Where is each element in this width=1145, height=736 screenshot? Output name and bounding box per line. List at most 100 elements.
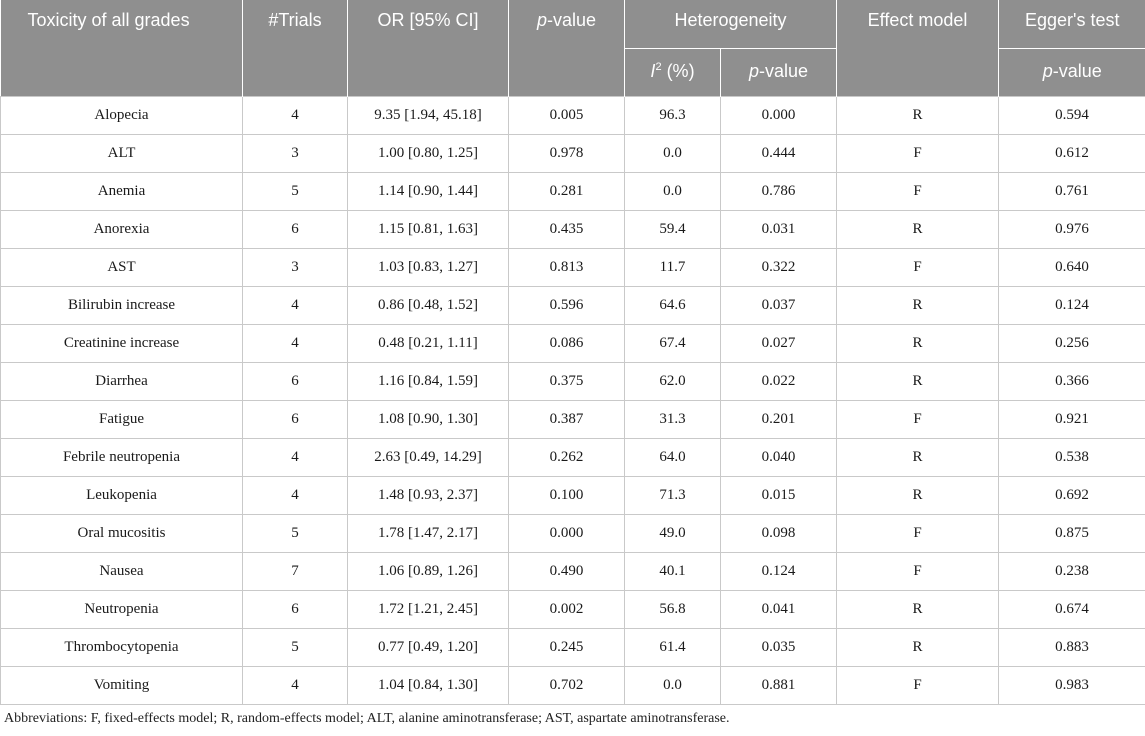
cell-egger-p-value: 0.538 (998, 437, 1145, 477)
cell-i2: 61.4 (624, 627, 721, 667)
header-egger: Egger's test (998, 0, 1145, 49)
cell-or: 0.77 [0.49, 1.20] (347, 627, 509, 667)
table-row: AST 3 1.03 [0.83, 1.27] 0.813 11.7 0.322 F 0.64… (0, 247, 1145, 287)
cell-trials: 4 (242, 95, 348, 135)
header-het-p-value: p-value (719, 48, 837, 96)
cell-or: 1.06 [0.89, 1.26] (347, 551, 509, 591)
cell-het-p-value: 0.041 (719, 589, 838, 629)
cell-i2: 96.3 (624, 95, 721, 135)
cell-p-value: 0.375 (508, 361, 625, 401)
cell-het-p-value: 0.040 (719, 437, 838, 477)
cell-egger-p-value: 0.124 (998, 285, 1145, 325)
cell-i2: 0.0 (624, 665, 721, 705)
cell-effect-model: R (836, 627, 1000, 667)
cell-effect-model: F (836, 133, 1000, 173)
cell-i2: 0.0 (624, 171, 721, 211)
cell-p-value: 0.002 (508, 589, 625, 629)
table-row: Anemia 5 1.14 [0.90, 1.44] 0.281 0.0 0.786 F 0.… (0, 171, 1145, 211)
cell-p-value: 0.596 (508, 285, 625, 325)
toxicity-table: Toxicity of all grades #Trials OR [95% C… (0, 0, 1145, 705)
table-row: Diarrhea 6 1.16 [0.84, 1.59] 0.375 62.0 0.022… (0, 361, 1145, 401)
cell-p-value: 0.100 (508, 475, 625, 515)
cell-trials: 4 (242, 437, 348, 477)
header-heterogeneity: Heterogeneity (623, 0, 837, 49)
cell-or: 0.86 [0.48, 1.52] (347, 285, 509, 325)
cell-het-p-value: 0.201 (719, 399, 838, 439)
cell-or: 1.15 [0.81, 1.63] (347, 209, 509, 249)
cell-p-value: 0.262 (508, 437, 625, 477)
cell-i2: 49.0 (624, 513, 721, 553)
cell-effect-model: F (836, 247, 1000, 287)
cell-egger-p-value: 0.366 (998, 361, 1145, 401)
cell-toxicity: Thrombocytopenia (0, 627, 243, 667)
table-row: Leukopenia 4 1.48 [0.93, 2.37] 0.100 71.3 0.0… (0, 475, 1145, 515)
cell-toxicity: Fatigue (0, 399, 243, 439)
cell-het-p-value: 0.098 (719, 513, 838, 553)
cell-effect-model: R (836, 323, 1000, 363)
cell-effect-model: F (836, 513, 1000, 553)
cell-egger-p-value: 0.976 (998, 209, 1145, 249)
cell-toxicity: Creatinine increase (0, 323, 243, 363)
cell-i2: 31.3 (624, 399, 721, 439)
cell-i2: 56.8 (624, 589, 721, 629)
table-row: Oral mucositis 5 1.78 [1.47, 2.17] 0.000 49.… (0, 513, 1145, 553)
cell-egger-p-value: 0.238 (998, 551, 1145, 591)
header-egger-p-value: p-value (998, 48, 1145, 96)
cell-or: 9.35 [1.94, 45.18] (347, 95, 509, 135)
cell-i2: 59.4 (624, 209, 721, 249)
table-row: ALT 3 1.00 [0.80, 1.25] 0.978 0.0 0.444 F 0.612 (0, 133, 1145, 173)
cell-toxicity: Neutropenia (0, 589, 243, 629)
cell-egger-p-value: 0.883 (998, 627, 1145, 667)
cell-effect-model: F (836, 171, 1000, 211)
cell-p-value: 0.086 (508, 323, 625, 363)
cell-i2: 71.3 (624, 475, 721, 515)
cell-p-value: 0.387 (508, 399, 625, 439)
cell-toxicity: Leukopenia (0, 475, 243, 515)
cell-p-value: 0.813 (508, 247, 625, 287)
cell-effect-model: R (836, 95, 1000, 135)
cell-i2: 64.0 (624, 437, 721, 477)
cell-i2: 40.1 (624, 551, 721, 591)
cell-or: 1.48 [0.93, 2.37] (347, 475, 509, 515)
cell-het-p-value: 0.035 (719, 627, 838, 667)
cell-het-p-value: 0.322 (719, 247, 838, 287)
cell-toxicity: Diarrhea (0, 361, 243, 401)
header-toxicity: Toxicity of all grades (0, 0, 243, 96)
cell-toxicity: Nausea (0, 551, 243, 591)
header-i2: I2 (%) (624, 48, 721, 96)
table-row: Nausea 7 1.06 [0.89, 1.26] 0.490 40.1 0.124 F 0… (0, 551, 1145, 591)
cell-toxicity: Anemia (0, 171, 243, 211)
table-row: Anorexia 6 1.15 [0.81, 1.63] 0.435 59.4 0.031… (0, 209, 1145, 249)
cell-trials: 6 (242, 361, 348, 401)
cell-het-p-value: 0.027 (719, 323, 838, 363)
cell-effect-model: F (836, 399, 1000, 439)
cell-effect-model: F (836, 551, 1000, 591)
cell-or: 1.08 [0.90, 1.30] (347, 399, 509, 439)
cell-i2: 67.4 (624, 323, 721, 363)
cell-or: 1.03 [0.83, 1.27] (347, 247, 509, 287)
cell-toxicity: AST (0, 247, 243, 287)
cell-or: 1.14 [0.90, 1.44] (347, 171, 509, 211)
cell-p-value: 0.702 (508, 665, 625, 705)
cell-egger-p-value: 0.640 (998, 247, 1145, 287)
cell-het-p-value: 0.881 (719, 665, 838, 705)
cell-toxicity: ALT (0, 133, 243, 173)
table-row: Thrombocytopenia 5 0.77 [0.49, 1.20] 0.245 6… (0, 627, 1145, 667)
cell-effect-model: R (836, 209, 1000, 249)
cell-i2: 11.7 (624, 247, 721, 287)
cell-het-p-value: 0.444 (719, 133, 838, 173)
table-row: Creatinine increase 4 0.48 [0.21, 1.11] 0.0… (0, 323, 1145, 363)
table-row: Febrile neutropenia 4 2.63 [0.49, 14.29] 0.… (0, 437, 1145, 477)
cell-p-value: 0.490 (508, 551, 625, 591)
cell-p-value: 0.005 (508, 95, 625, 135)
cell-trials: 4 (242, 475, 348, 515)
cell-toxicity: Oral mucositis (0, 513, 243, 553)
cell-or: 1.72 [1.21, 2.45] (347, 589, 509, 629)
cell-het-p-value: 0.031 (719, 209, 838, 249)
cell-trials: 5 (242, 627, 348, 667)
cell-trials: 3 (242, 247, 348, 287)
cell-trials: 4 (242, 323, 348, 363)
cell-effect-model: F (836, 665, 1000, 705)
cell-het-p-value: 0.037 (719, 285, 838, 325)
